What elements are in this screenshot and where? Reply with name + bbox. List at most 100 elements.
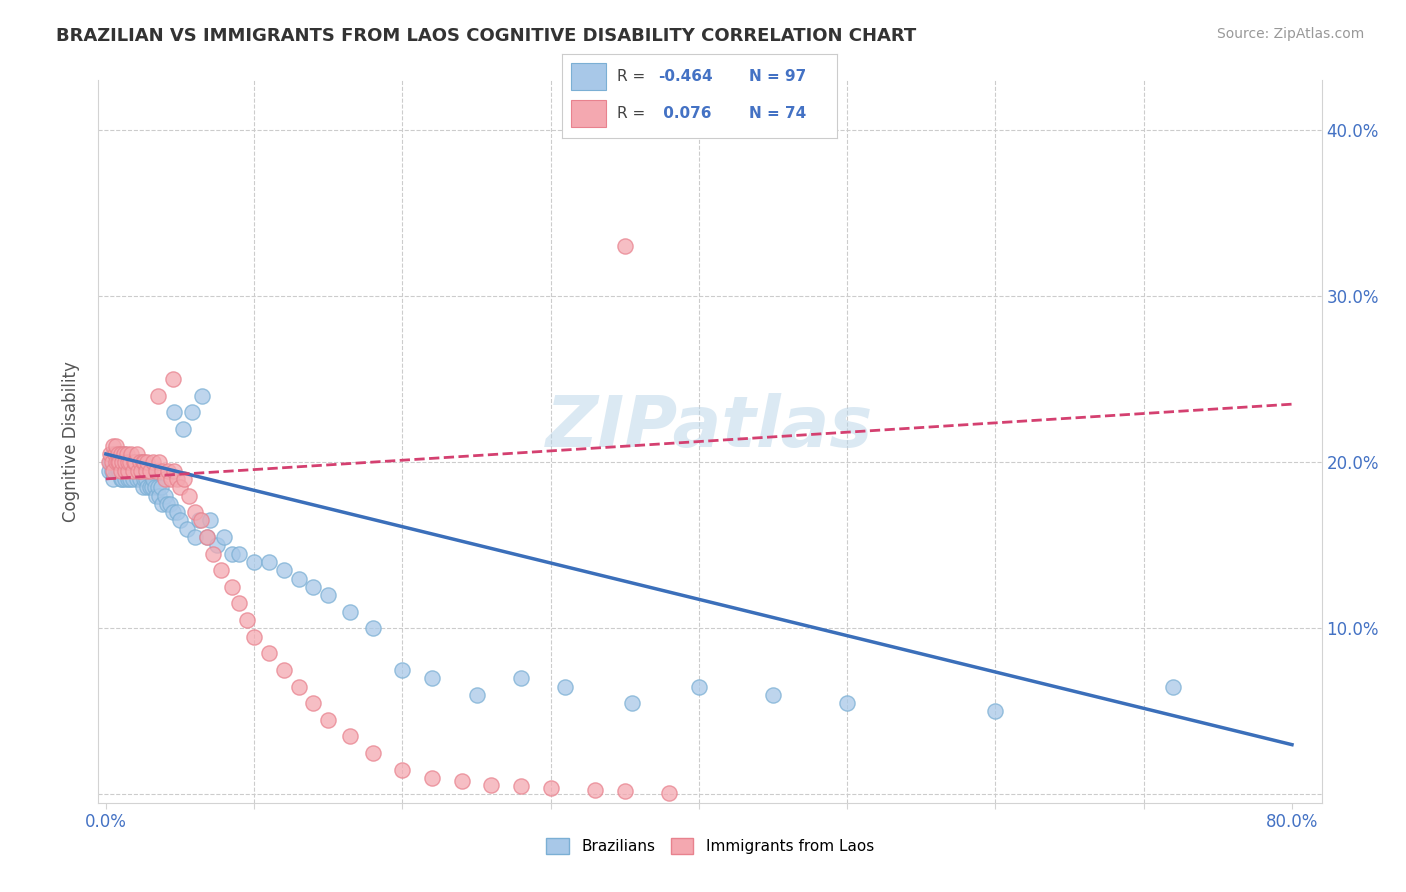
Point [540,780,562,795]
Point [100,455,122,469]
Point [125,464,148,478]
Point [138,464,160,478]
Point [160,472,183,486]
Point [177,489,200,503]
Point [257,646,280,660]
Point [121,464,143,478]
Point [316,588,339,602]
Point [302,580,325,594]
Point [148,455,170,469]
Point [554,680,576,694]
Point [150,497,173,511]
Point [173,472,195,486]
Point [134,455,156,469]
Point [111,472,134,486]
Point [139,464,162,478]
Point [134,472,156,486]
Point [391,763,413,777]
Point [124,455,146,469]
Point [103,464,125,478]
Point [115,455,138,469]
Point [658,786,681,800]
Point [135,464,157,478]
Point [837,696,859,710]
Text: N = 74: N = 74 [749,106,806,121]
Point [110,472,132,486]
Point [100,464,122,478]
Point [198,513,221,527]
Point [129,472,152,486]
Point [166,505,188,519]
Point [1163,680,1185,694]
Point [153,489,176,503]
Point [142,455,165,469]
Point [122,455,145,469]
Point [339,730,361,744]
Point [190,513,212,527]
Point [235,613,257,627]
Point [132,455,155,469]
Point [148,489,170,503]
Point [228,547,250,561]
Point [201,547,224,561]
Point [211,563,233,577]
Point [762,688,785,702]
Point [145,489,167,503]
Point [163,405,186,419]
Point [107,447,129,461]
Point [107,464,129,478]
Point [129,464,152,478]
Point [273,563,295,577]
Point [121,472,143,486]
Point [169,513,191,527]
Point [125,447,148,461]
Point [132,480,155,494]
Point [107,455,129,469]
Point [150,464,173,478]
Point [108,447,131,461]
Point [103,472,125,486]
Point [104,455,127,469]
Point [131,455,153,469]
Point [103,447,125,461]
Point [172,422,194,436]
Point [243,555,266,569]
Y-axis label: Cognitive Disability: Cognitive Disability [62,361,80,522]
FancyBboxPatch shape [571,62,606,90]
Point [141,480,163,494]
Point [184,530,207,544]
Point [103,439,125,453]
Point [191,389,214,403]
Point [169,480,191,494]
Point [114,464,136,478]
Point [188,513,211,527]
Point [98,447,121,461]
Point [112,447,135,461]
Point [127,455,149,469]
Point [176,522,198,536]
Text: ZIPatlas: ZIPatlas [547,392,873,461]
Point [105,455,128,469]
Point [228,597,250,611]
Point [613,784,636,798]
Point [465,688,488,702]
Point [302,696,325,710]
Point [221,547,243,561]
Point [391,663,413,677]
Point [117,464,139,478]
Point [97,464,120,478]
Text: R =: R = [617,69,651,84]
Point [117,464,139,478]
Point [583,782,606,797]
Point [205,538,228,552]
Point [361,621,384,635]
Point [214,530,236,544]
Point [136,455,159,469]
Point [273,663,295,677]
Point [114,455,136,469]
Point [115,464,138,478]
Point [108,464,131,478]
Point [114,472,136,486]
Point [105,464,128,478]
Point [146,480,169,494]
